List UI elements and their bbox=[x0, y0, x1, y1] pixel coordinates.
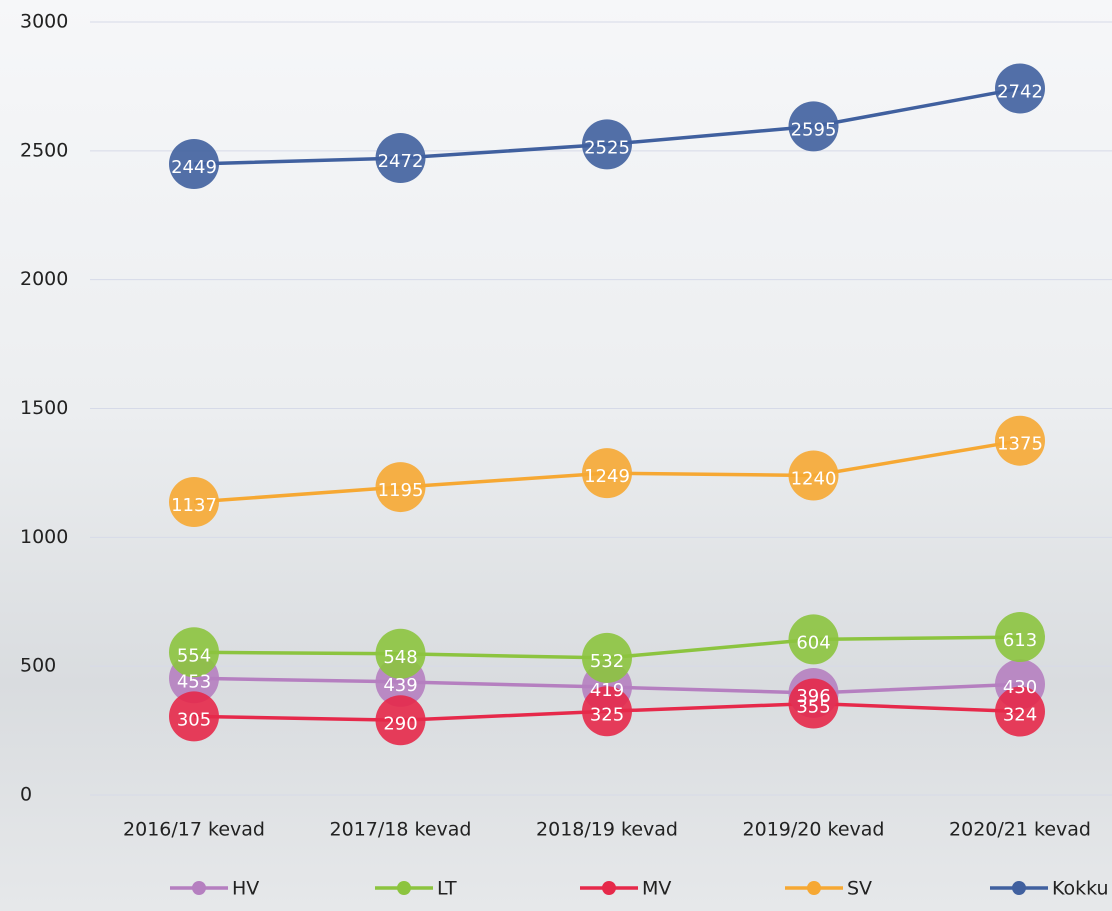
data-label: 2742 bbox=[997, 81, 1043, 102]
data-label: 1195 bbox=[378, 480, 424, 501]
data-point bbox=[995, 415, 1045, 466]
data-point bbox=[375, 695, 426, 746]
data-label: 2449 bbox=[171, 157, 217, 178]
legend-marker bbox=[397, 881, 411, 895]
legend-label: MV bbox=[642, 878, 671, 900]
data-point bbox=[169, 138, 219, 189]
data-label: 1137 bbox=[171, 495, 217, 516]
data-point bbox=[582, 448, 632, 499]
y-tick-label: 500 bbox=[20, 655, 56, 677]
data-label: 548 bbox=[383, 647, 417, 668]
data-label: 613 bbox=[1003, 630, 1037, 651]
data-point bbox=[582, 686, 632, 737]
data-point bbox=[995, 612, 1045, 663]
data-label: 439 bbox=[383, 675, 417, 696]
x-tick-label: 2016/17 kevad bbox=[123, 819, 265, 841]
data-label: 325 bbox=[590, 704, 624, 725]
legend-label: Kokku bbox=[1052, 878, 1109, 900]
data-point bbox=[375, 628, 426, 679]
data-point bbox=[375, 133, 426, 184]
data-label: 2472 bbox=[378, 151, 424, 172]
data-point bbox=[788, 450, 839, 501]
data-point bbox=[788, 614, 839, 665]
legend-marker bbox=[602, 881, 616, 895]
data-label: 355 bbox=[796, 697, 830, 718]
data-point bbox=[169, 691, 219, 742]
data-point bbox=[169, 627, 219, 678]
data-point bbox=[582, 119, 632, 170]
y-tick-label: 3000 bbox=[20, 11, 68, 33]
data-label: 396 bbox=[796, 686, 830, 707]
x-tick-label: 2017/18 kevad bbox=[330, 819, 472, 841]
legend-marker bbox=[192, 881, 206, 895]
data-label: 604 bbox=[796, 632, 830, 653]
y-tick-label: 2500 bbox=[20, 139, 68, 161]
y-tick-label: 1500 bbox=[20, 397, 68, 419]
data-label: 2525 bbox=[584, 137, 630, 158]
data-label: 419 bbox=[590, 680, 624, 701]
data-label: 305 bbox=[177, 709, 211, 730]
data-label: 1249 bbox=[584, 466, 630, 487]
data-label: 430 bbox=[1003, 677, 1037, 698]
legend-marker bbox=[807, 881, 821, 895]
data-label: 290 bbox=[383, 713, 417, 734]
data-label: 453 bbox=[177, 671, 211, 692]
data-label: 532 bbox=[590, 651, 624, 672]
legend-label: SV bbox=[847, 878, 872, 900]
data-label: 2595 bbox=[791, 119, 837, 140]
data-point bbox=[375, 462, 426, 513]
data-point bbox=[788, 101, 839, 152]
data-point bbox=[788, 678, 839, 729]
data-label: 554 bbox=[177, 645, 211, 666]
y-tick-label: 0 bbox=[20, 784, 32, 806]
data-label: 1240 bbox=[791, 468, 837, 489]
x-tick-label: 2020/21 kevad bbox=[949, 819, 1091, 841]
data-label: 1375 bbox=[997, 434, 1043, 455]
data-point bbox=[169, 477, 219, 528]
data-point bbox=[582, 632, 632, 683]
data-point bbox=[995, 63, 1045, 114]
y-tick-label: 1000 bbox=[20, 526, 68, 548]
data-point bbox=[995, 686, 1045, 737]
y-tick-label: 2000 bbox=[20, 268, 68, 290]
x-tick-label: 2018/19 kevad bbox=[536, 819, 678, 841]
legend-marker bbox=[1012, 881, 1026, 895]
data-label: 324 bbox=[1003, 705, 1037, 726]
legend-label: HV bbox=[232, 878, 259, 900]
x-tick-label: 2019/20 kevad bbox=[743, 819, 885, 841]
legend-label: LT bbox=[437, 878, 457, 900]
